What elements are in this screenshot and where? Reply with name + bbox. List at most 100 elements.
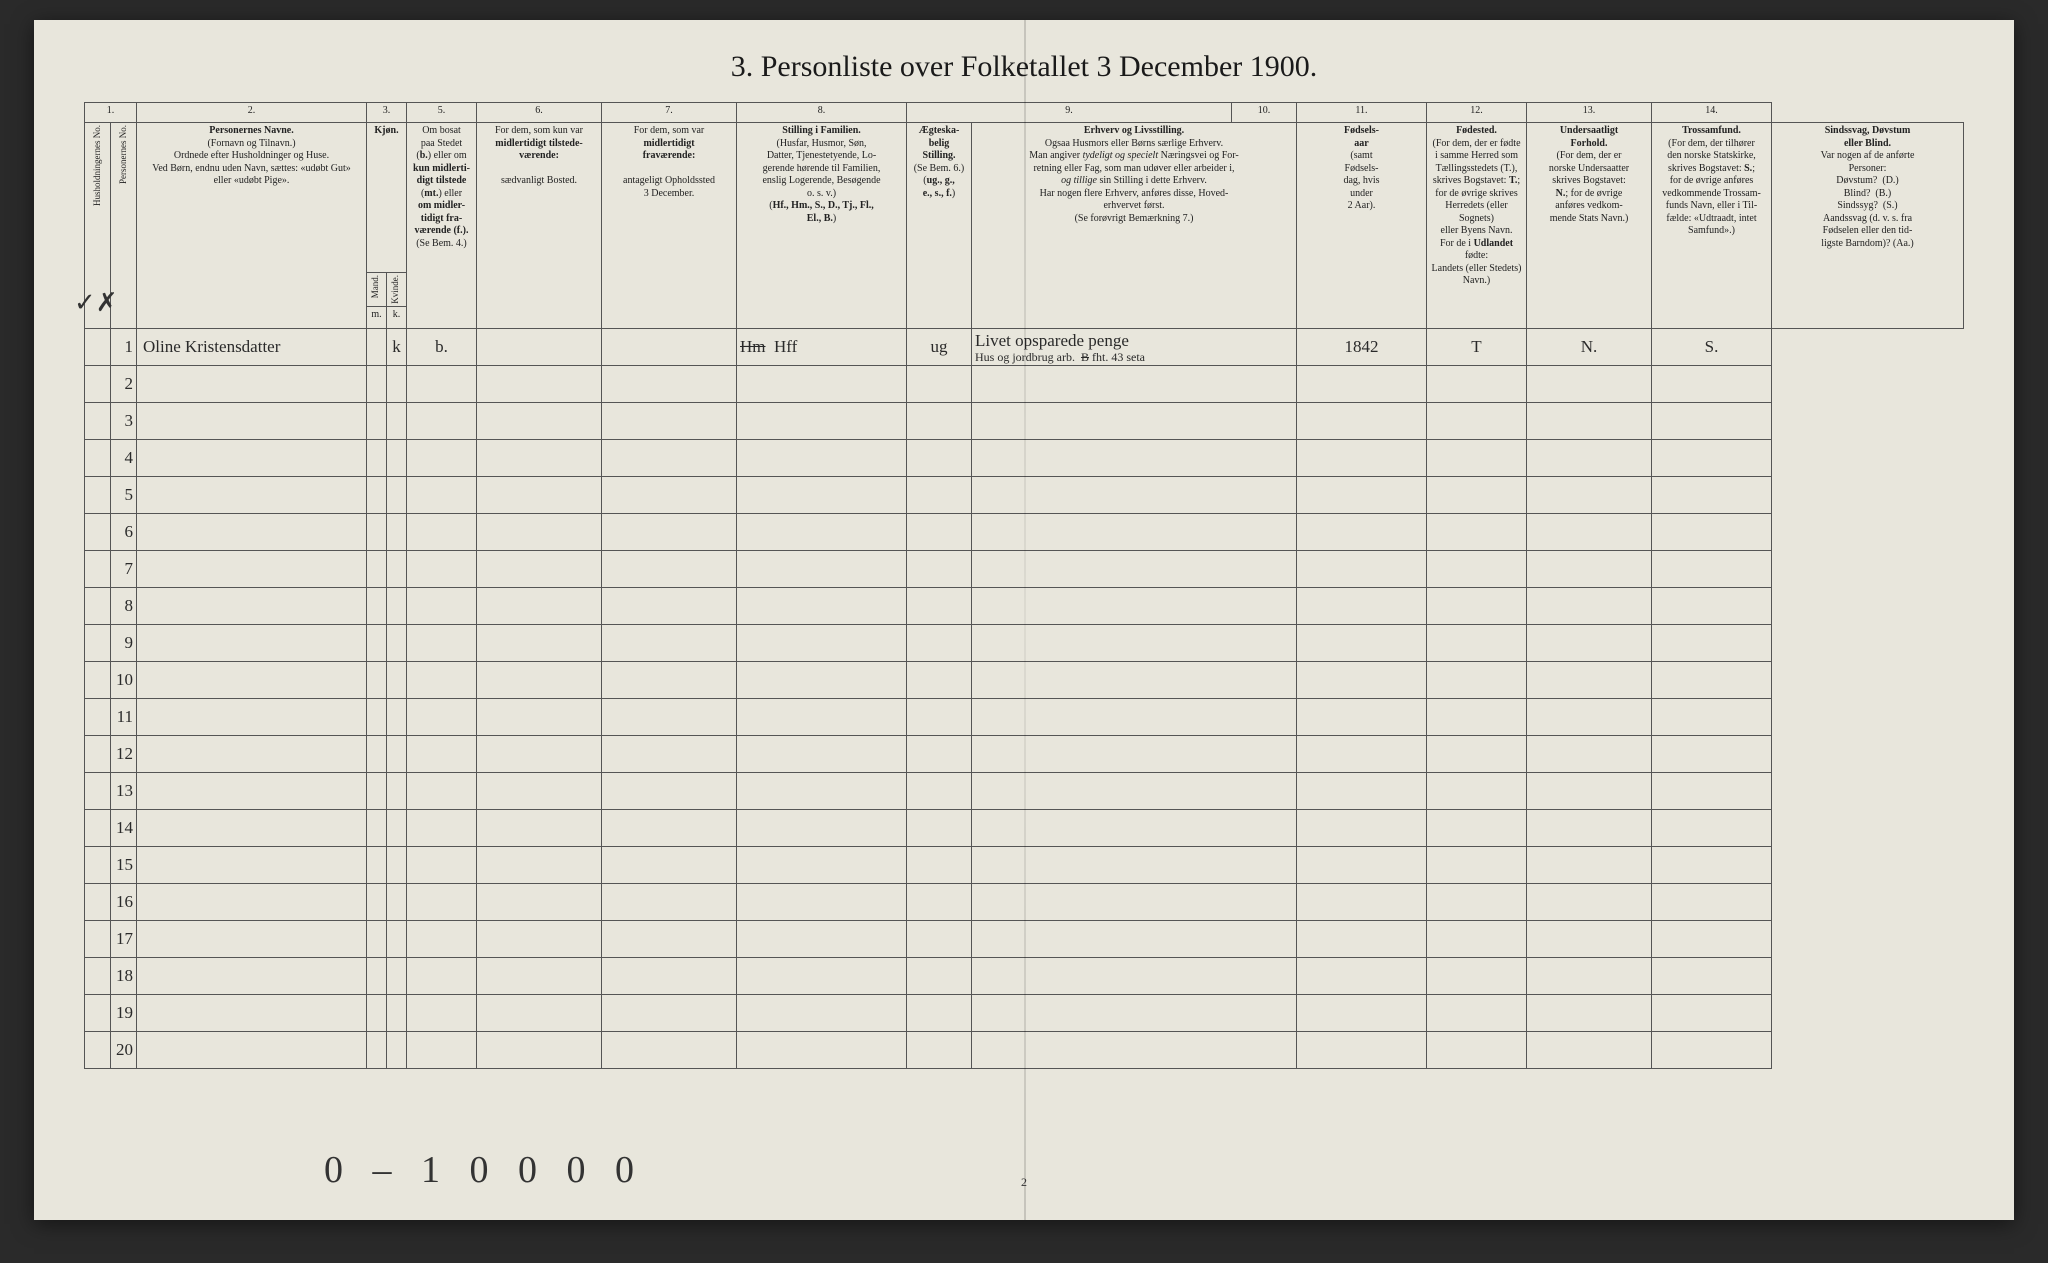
cell xyxy=(387,846,407,883)
cell xyxy=(477,698,602,735)
cell xyxy=(602,624,737,661)
col-header: Fødested.(For dem, der er fødtei samme H… xyxy=(1427,123,1527,329)
cell xyxy=(1652,957,1772,994)
cell xyxy=(1297,920,1427,957)
cell xyxy=(367,550,387,587)
cell xyxy=(1652,661,1772,698)
cell xyxy=(367,772,387,809)
cell xyxy=(367,698,387,735)
cell xyxy=(1652,1031,1772,1068)
cell xyxy=(137,661,367,698)
cell xyxy=(85,661,111,698)
cell xyxy=(85,735,111,772)
cell xyxy=(477,1031,602,1068)
cell xyxy=(1527,920,1652,957)
cell xyxy=(387,883,407,920)
cell xyxy=(737,920,907,957)
cell xyxy=(972,587,1297,624)
cell xyxy=(972,994,1297,1031)
cell xyxy=(972,920,1297,957)
sub-header: Mand. xyxy=(367,273,387,307)
cell xyxy=(1297,735,1427,772)
cell xyxy=(972,809,1297,846)
cell: 14 xyxy=(111,809,137,846)
cell xyxy=(1427,550,1527,587)
col-num: 13. xyxy=(1527,103,1652,123)
cell xyxy=(1652,772,1772,809)
cell xyxy=(407,883,477,920)
cell xyxy=(602,735,737,772)
cell xyxy=(367,439,387,476)
cell xyxy=(602,439,737,476)
cell xyxy=(1427,402,1527,439)
cell xyxy=(1297,476,1427,513)
cell xyxy=(907,624,972,661)
cell xyxy=(602,661,737,698)
cell xyxy=(1297,994,1427,1031)
cell xyxy=(737,439,907,476)
cell xyxy=(1652,846,1772,883)
cell xyxy=(907,661,972,698)
cell xyxy=(737,735,907,772)
cell xyxy=(972,772,1297,809)
col-num: 1. xyxy=(85,103,137,123)
cell: 10 xyxy=(111,661,137,698)
cell xyxy=(1297,772,1427,809)
col-num: 2. xyxy=(137,103,367,123)
cell: Hm Hff xyxy=(737,328,907,365)
cell xyxy=(137,513,367,550)
cell xyxy=(972,661,1297,698)
cell xyxy=(137,550,367,587)
cell xyxy=(737,883,907,920)
cell xyxy=(972,698,1297,735)
cell xyxy=(602,772,737,809)
cell xyxy=(85,328,111,365)
sub-header: Kvinde. xyxy=(387,273,407,307)
cell xyxy=(1527,698,1652,735)
cell xyxy=(1427,1031,1527,1068)
col-header: For dem, som kun varmidlertidigt tilsted… xyxy=(477,123,602,329)
census-table: 1.2.3.5.6.7.8.9.10.11.12.13.14. Husholdn… xyxy=(84,102,1964,1069)
cell xyxy=(1297,698,1427,735)
cell xyxy=(972,439,1297,476)
cell: 8 xyxy=(111,587,137,624)
cell xyxy=(85,920,111,957)
cell xyxy=(1652,513,1772,550)
cell xyxy=(137,772,367,809)
cell: 13 xyxy=(111,772,137,809)
cell xyxy=(972,476,1297,513)
cell xyxy=(602,994,737,1031)
cell: 19 xyxy=(111,994,137,1031)
cell xyxy=(602,957,737,994)
cell: 1 xyxy=(111,328,137,365)
cell xyxy=(407,846,477,883)
cell xyxy=(907,920,972,957)
cell xyxy=(407,661,477,698)
cell xyxy=(1527,846,1652,883)
cell xyxy=(1527,735,1652,772)
cell xyxy=(737,957,907,994)
cell xyxy=(1427,920,1527,957)
cell xyxy=(85,550,111,587)
cell xyxy=(737,772,907,809)
cell xyxy=(907,994,972,1031)
cell xyxy=(407,402,477,439)
cell xyxy=(407,550,477,587)
cell xyxy=(387,994,407,1031)
page-number: 2 xyxy=(1021,1175,1027,1190)
cell xyxy=(737,476,907,513)
cell xyxy=(387,624,407,661)
cell: 20 xyxy=(111,1031,137,1068)
cell xyxy=(1652,550,1772,587)
cell xyxy=(477,772,602,809)
cell xyxy=(477,846,602,883)
cell xyxy=(387,513,407,550)
cell: T xyxy=(1427,328,1527,365)
col-header: Stilling i Familien.(Husfar, Husmor, Søn… xyxy=(737,123,907,329)
cell xyxy=(137,439,367,476)
cell xyxy=(1527,809,1652,846)
cell xyxy=(367,809,387,846)
cell xyxy=(1527,587,1652,624)
cell xyxy=(737,846,907,883)
cell xyxy=(367,402,387,439)
